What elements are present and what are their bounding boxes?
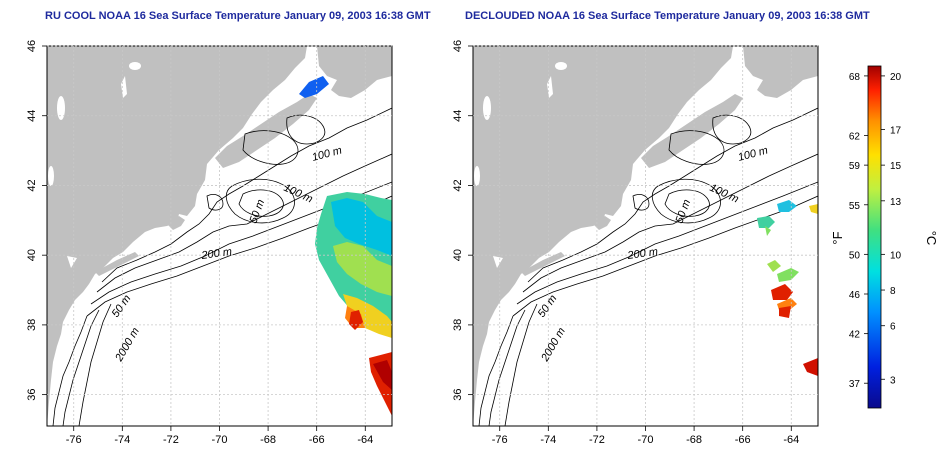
left-contour-label: 50 m <box>110 293 134 320</box>
colorbar-c-tick-label: 8 <box>890 286 896 297</box>
colorbar-c-tick-label: 17 <box>890 125 902 136</box>
right-map-axes: -76 -74 -72 -70 -68 -66 -64 46 44 42 40 38 36 <box>452 40 799 446</box>
colorbar: 68 62 59 55 50 46 42 37 20 17 15 13 10 8 6 3 °F °C <box>830 65 939 409</box>
right-lat-tick-label: 42 <box>452 179 464 191</box>
left-map-title: RU COOL NOAA 16 Sea Surface Temperature … <box>45 10 431 22</box>
left-lon-tick-label: -76 <box>66 434 82 446</box>
right-lon-tick-label: -76 <box>492 434 508 446</box>
left-contour-label: 50 m <box>248 198 268 225</box>
right-contour-label: 50 m <box>674 198 694 225</box>
left-sst-swath <box>299 76 392 416</box>
colorbar-f-tick-label: 37 <box>849 379 861 390</box>
colorbar-f-tick-label: 55 <box>849 201 861 212</box>
left-lon-tick-label: -70 <box>212 434 228 446</box>
left-lat-tick-label: 38 <box>26 319 38 331</box>
right-contour-label: 200 m <box>626 246 659 262</box>
colorbar-celsius-unit: °C <box>924 231 939 246</box>
right-map-gridlines <box>473 45 818 426</box>
colorbar-c-tick-label: 20 <box>890 72 902 83</box>
left-contour-label: 2000 m <box>113 326 142 365</box>
left-contour-label: 100 m <box>311 144 344 164</box>
right-lat-tick-label: 44 <box>452 110 464 122</box>
colorbar-fahrenheit-unit: °F <box>830 231 845 244</box>
left-lat-tick-label: 40 <box>26 249 38 261</box>
colorbar-c-tick-label: 15 <box>890 161 902 172</box>
right-lon-tick-label: -70 <box>638 434 654 446</box>
colorbar-c-tick-label: 13 <box>890 197 902 208</box>
right-map-title: DECLOUDED NOAA 16 Sea Surface Temperatur… <box>465 10 870 22</box>
right-contour-label: 2000 m <box>539 326 568 365</box>
right-lon-tick-label: -72 <box>589 434 605 446</box>
colorbar-c-tick-label: 3 <box>890 375 896 386</box>
right-contour-label: 50 m <box>536 293 560 320</box>
right-lon-tick-label: -74 <box>540 434 556 446</box>
colorbar-f-tick-label: 42 <box>849 330 861 341</box>
right-lon-tick-label: -64 <box>783 434 799 446</box>
left-contour-label: 200 m <box>200 246 233 262</box>
colorbar-f-tick-label: 59 <box>849 161 861 172</box>
right-contour-label: 100 m <box>737 144 770 164</box>
left-lon-tick-label: -74 <box>114 434 130 446</box>
right-lat-tick-label: 36 <box>452 388 464 400</box>
left-map-gridlines <box>47 45 392 426</box>
colorbar-f-tick-label: 68 <box>849 72 861 83</box>
left-lat-tick-label: 42 <box>26 179 38 191</box>
colorbar-gradient <box>867 65 882 409</box>
left-lat-tick-label: 46 <box>26 40 38 52</box>
colorbar-f-tick-label: 46 <box>849 290 861 301</box>
left-lon-tick-label: -64 <box>357 434 373 446</box>
left-lat-tick-label: 36 <box>26 388 38 400</box>
right-contour-label: 100 m <box>708 182 741 206</box>
colorbar-fahrenheit-ticks: 68 62 59 55 50 46 42 37 <box>849 72 868 390</box>
left-lon-tick-label: -68 <box>260 434 276 446</box>
colorbar-f-tick-label: 62 <box>849 131 861 142</box>
left-lat-tick-label: 44 <box>26 110 38 122</box>
right-lon-tick-label: -66 <box>735 434 751 446</box>
right-sst-patches <box>757 200 818 376</box>
left-contour-label: 100 m <box>282 182 315 206</box>
left-map-axes: -76 -74 -72 -70 -68 -66 -64 46 44 42 40 38 36 <box>26 40 373 446</box>
right-lat-tick-label: 40 <box>452 249 464 261</box>
right-lat-tick-label: 46 <box>452 40 464 52</box>
left-lon-tick-label: -72 <box>163 434 179 446</box>
colorbar-c-tick-label: 6 <box>890 322 896 333</box>
colorbar-celsius-ticks: 20 17 15 13 10 8 6 3 <box>881 72 902 386</box>
right-lat-tick-label: 38 <box>452 319 464 331</box>
right-lon-tick-label: -68 <box>686 434 702 446</box>
colorbar-c-tick-label: 10 <box>890 250 902 261</box>
left-lon-tick-label: -66 <box>309 434 325 446</box>
colorbar-f-tick-label: 50 <box>849 250 861 261</box>
